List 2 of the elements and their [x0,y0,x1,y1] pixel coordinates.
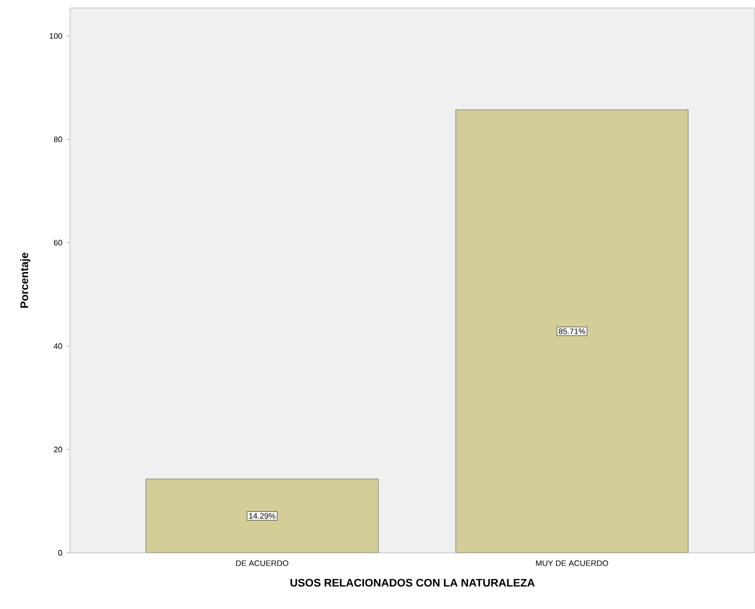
x-axis-title: USOS RELACIONADOS CON LA NATURALEZA [290,578,535,587]
y-axis-title: Porcentaje [20,252,30,308]
